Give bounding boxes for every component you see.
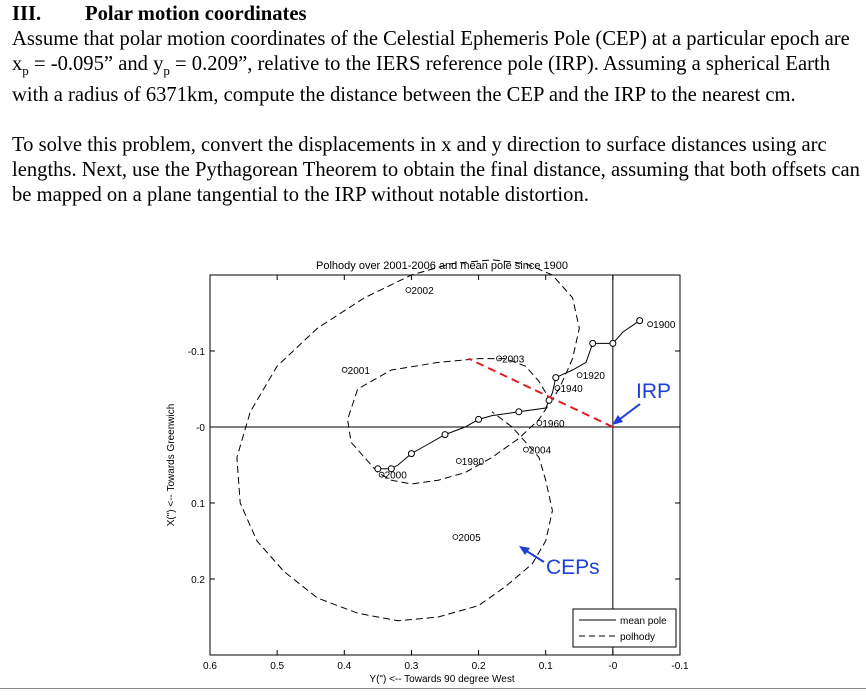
mean-pole-marker	[441, 431, 449, 439]
mean-pole-marker	[374, 465, 382, 473]
mean-pole-marker	[387, 465, 395, 473]
subscript-xp: p	[22, 63, 29, 79]
epoch-label: 2000	[385, 471, 408, 482]
legend-box	[572, 608, 677, 648]
chart-legend: mean pole polhody	[572, 608, 677, 648]
section-heading: III. Polar motion coordinates	[12, 2, 860, 27]
epoch-label: 2002	[411, 286, 434, 297]
legend-polhody: polhody	[620, 632, 655, 643]
x-axis-label: Y(") <-- Towards 90 degree West	[369, 674, 514, 685]
x-tick-label: 0.6	[203, 661, 217, 672]
epoch-label: 1980	[462, 457, 485, 468]
problem-paragraph: Assume that polar motion coordinates of …	[12, 27, 860, 108]
y-axis-label: X(") <-- Towards Greenwich	[166, 404, 177, 527]
epoch-marker	[576, 372, 583, 379]
bottom-rule	[0, 688, 866, 689]
x-tick-label: 0.5	[270, 661, 284, 672]
mean-pole-series-line	[377, 320, 640, 470]
epoch-marker	[647, 321, 654, 328]
paragraph1-part3: = 0.209”, relative to the IERS reference…	[12, 53, 830, 107]
ceps-annotation: CEPs	[546, 556, 600, 579]
ceps-arrow	[524, 549, 545, 563]
section-number: III.	[12, 3, 42, 25]
epoch-marker	[536, 420, 543, 426]
epoch-marker	[523, 446, 529, 453]
mean-pole-marker	[609, 339, 617, 347]
x-tick-label: 0.1	[539, 661, 553, 672]
epoch-label: 2004	[529, 446, 552, 457]
epoch-marker	[455, 458, 462, 464]
x-tick-label: 0.2	[472, 661, 486, 672]
epoch-marker	[496, 355, 502, 362]
y-tick-label: -0.1	[188, 347, 206, 358]
epoch-marker	[341, 366, 348, 373]
section-title: Polar motion coordinates	[85, 3, 307, 25]
mean-pole-marker	[515, 408, 523, 416]
irp-arrowhead-icon	[612, 415, 623, 425]
ceps-arrowhead-icon	[519, 546, 530, 555]
epoch-label: 1900	[653, 320, 676, 331]
y-tick-label: 0.1	[191, 499, 205, 510]
paragraph1-part1: Assume that polar motion coordinates of …	[12, 28, 850, 75]
mean-pole-marker	[407, 450, 415, 458]
epoch-label: 1960	[542, 419, 565, 430]
mean-pole-marker	[636, 317, 644, 325]
x-tick-label: -0.1	[671, 661, 689, 672]
epoch-label: 1920	[583, 371, 606, 382]
irp-cep-connector-line	[468, 357, 614, 428]
subscript-yp: p	[163, 63, 170, 79]
irp-annotation: IRP	[636, 380, 671, 403]
epoch-marker	[378, 471, 385, 478]
polhody-figure: Polhody over 2001-2006 and mean pole sin…	[150, 252, 710, 690]
x-tick-label: 0.4	[337, 661, 351, 672]
solution-paragraph: To solve this problem, convert the displ…	[12, 134, 860, 207]
polhody-chart: Polhody over 2001-2006 and mean pole sin…	[166, 259, 689, 685]
epoch-marker	[405, 287, 412, 293]
y-tick-label: 0.2	[191, 575, 205, 586]
polhody-series-line	[236, 259, 580, 622]
paragraph1-part2: = -0.095” and y	[28, 53, 164, 75]
legend-mean-pole: mean pole	[620, 616, 667, 627]
y-tick-label: -0	[196, 423, 205, 434]
epoch-label: 2005	[458, 533, 481, 544]
mean-pole-marker	[552, 374, 560, 382]
mean-pole-marker	[475, 415, 483, 423]
epoch-label: 1940	[560, 384, 583, 395]
epoch-label: 2003	[502, 354, 525, 365]
epoch-marker	[452, 534, 459, 540]
x-tick-label: 0.3	[404, 661, 418, 672]
epoch-marker	[554, 385, 561, 391]
plot-frame	[209, 274, 681, 656]
x-tick-label: -0	[608, 661, 617, 672]
epoch-label: 2001	[348, 366, 371, 377]
mean-pole-marker	[589, 339, 597, 347]
text-block: III. Polar motion coordinates Assume tha…	[12, 2, 860, 208]
